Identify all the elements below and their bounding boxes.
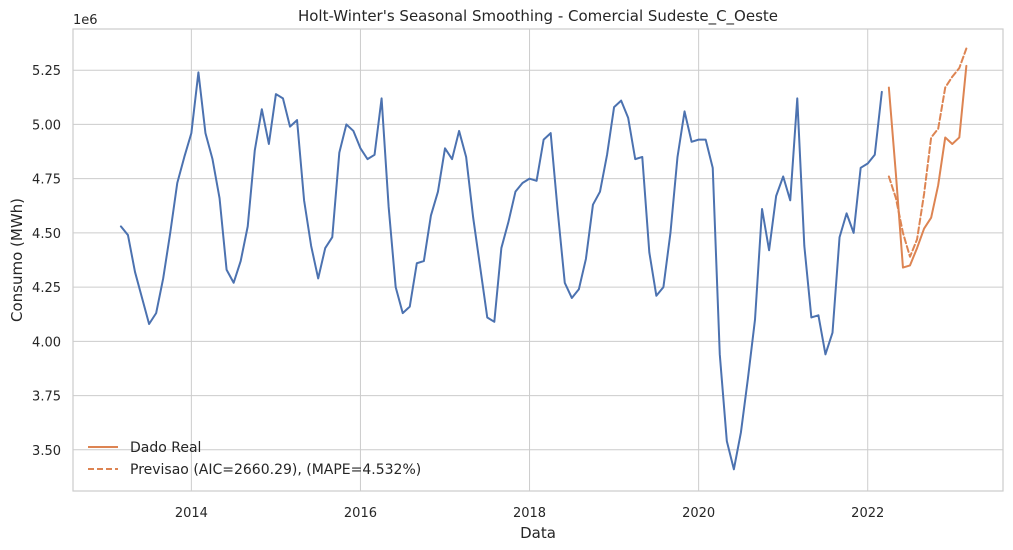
x-tick-label: 2018 [513,506,546,521]
legend-label-previsao: Previsao (AIC=2660.29), (MAPE=4.532%) [130,462,421,478]
y-tick-label: 5.25 [32,64,61,79]
y-axis-label: Consumo (MWh) [8,198,26,322]
y-tick-label: 4.50 [32,227,61,242]
x-tick-label: 2014 [175,506,208,521]
x-tick-label: 2020 [682,506,715,521]
series-layer [119,47,968,471]
y-tick-label: 4.25 [32,281,61,296]
plot-background [73,29,1003,491]
legend-label-dado-real: Dado Real [130,440,201,456]
axis-frame [72,28,1004,492]
y-tick-label: 3.75 [32,390,61,405]
grid [73,29,1003,491]
series-line-1 [887,64,968,269]
chart-title: Holt-Winter's Seasonal Smoothing - Comer… [298,7,778,26]
series-line-2 [887,47,968,258]
x-tick-label: 2022 [851,506,884,521]
y-tick-label: 4.00 [32,335,61,350]
tick-labels: 2014 2016 2018 2020 2022 3.50 3.75 4.00 4.25 4.50… [32,64,884,521]
y-offset-label: 1e6 [73,13,98,28]
legend: Dado Real Previsao (AIC=2660.29), (MAPE=… [88,440,421,478]
y-tick-label: 3.50 [32,444,61,459]
series-line-0 [119,71,883,471]
plot-frame [72,28,1004,492]
y-tick-label: 5.00 [32,118,61,133]
y-tick-label: 4.75 [32,173,61,188]
x-axis-label: Data [520,524,556,542]
x-tick-label: 2016 [344,506,377,521]
